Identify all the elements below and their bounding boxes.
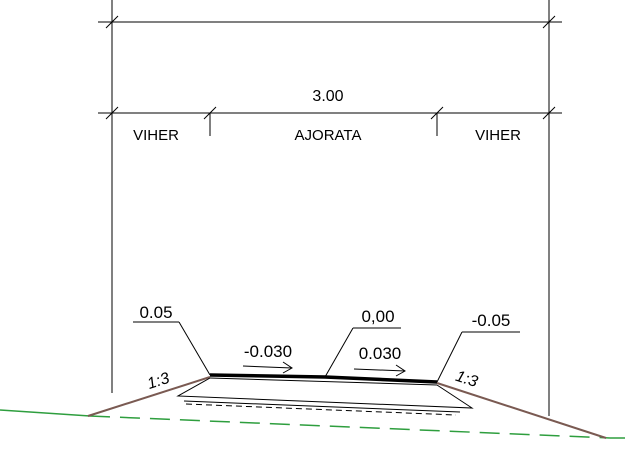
right-slope-ratio: 1:3 (453, 368, 480, 391)
left-edge-elevation: 0.05 (139, 303, 172, 322)
left-crossfall-arrow (242, 361, 293, 374)
right-edge-elevation-leader (436, 331, 520, 383)
road-structure-layers (176, 373, 474, 416)
segment-label-carriageway: AJORATA (295, 127, 362, 144)
total-width-label: 3.00 (312, 88, 343, 105)
center-elevation-leader (324, 327, 401, 378)
left-crossfall-label: -0.030 (244, 342, 292, 361)
right-crossfall-label: 0.030 (359, 344, 402, 363)
left-edge-elevation-leader (133, 321, 211, 376)
left-slope-ratio: 1:3 (145, 370, 172, 393)
existing-ground-line (0, 409, 625, 439)
total-width-dimension: 3.00 (98, 88, 562, 120)
segment-label-right-verge: VIHER (475, 127, 521, 144)
right-edge-elevation: -0.05 (472, 311, 511, 330)
segment-label-left-verge: VIHER (133, 127, 179, 144)
center-elevation: 0,00 (361, 307, 394, 326)
right-embankment-slope (436, 382, 607, 439)
right-crossfall-arrow (353, 364, 406, 377)
top-dimension-line (98, 15, 562, 29)
left-embankment-slope (87, 376, 211, 417)
segment-dimension-ticks (111, 106, 550, 136)
